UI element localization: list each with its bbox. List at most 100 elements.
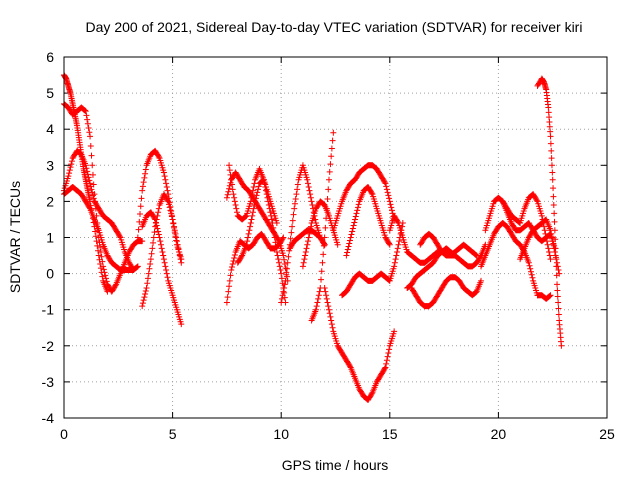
data-point	[163, 180, 170, 187]
data-point	[550, 193, 557, 200]
data-point	[383, 183, 390, 190]
data-point	[555, 305, 562, 312]
data-point	[550, 185, 557, 192]
data-point	[139, 238, 146, 245]
data-point	[533, 197, 540, 204]
data-point	[328, 153, 335, 160]
data-point	[147, 260, 154, 267]
data-point	[155, 205, 162, 212]
data-point	[142, 170, 149, 177]
data-point	[472, 251, 479, 258]
series-trace-15	[308, 129, 337, 324]
data-point	[166, 204, 173, 211]
series-trace-6	[139, 191, 185, 310]
data-point	[133, 264, 140, 271]
data-point	[249, 187, 256, 194]
data-point	[308, 198, 315, 205]
data-point	[305, 183, 312, 190]
y-tick-label: 3	[46, 157, 54, 173]
data-point	[83, 165, 90, 172]
data-point	[302, 248, 309, 255]
data-point	[541, 223, 548, 230]
data-point	[225, 188, 232, 195]
data-point	[293, 191, 300, 198]
data-point	[278, 270, 285, 277]
data-point	[303, 245, 310, 252]
data-point	[88, 152, 95, 159]
data-point	[90, 195, 97, 202]
data-point	[281, 285, 288, 292]
data-point	[326, 168, 333, 175]
data-point	[87, 133, 94, 140]
y-tick-label: -4	[42, 410, 55, 426]
data-point	[551, 227, 558, 234]
axis-ticks: 0 5 10 15 20 25 -4 -3 -2 -1 0 1 2 3 4 5 6	[42, 49, 615, 442]
data-point	[316, 288, 323, 295]
data-point	[279, 235, 286, 242]
data-point	[159, 248, 166, 255]
data-point	[325, 186, 332, 193]
data-point	[281, 281, 288, 288]
data-point	[472, 289, 479, 296]
data-point	[552, 254, 559, 261]
data-point	[290, 211, 297, 218]
data-point	[330, 129, 337, 136]
data-point	[89, 189, 96, 196]
data-point	[223, 194, 230, 201]
data-point	[96, 256, 103, 263]
x-axis-label: GPS time / hours	[282, 457, 389, 473]
data-point	[103, 278, 110, 285]
data-point	[272, 239, 279, 246]
data-point	[163, 270, 170, 277]
data-point	[252, 195, 259, 202]
data-point	[158, 245, 165, 252]
data-point	[164, 274, 171, 281]
data-point	[543, 234, 550, 241]
data-point	[250, 183, 257, 190]
data-point	[525, 259, 532, 266]
data-point	[383, 357, 390, 364]
data-point	[309, 202, 316, 209]
y-tick-label: -1	[42, 302, 55, 318]
data-point	[319, 259, 326, 266]
data-point	[104, 288, 111, 295]
x-tick-label: 15	[382, 426, 398, 442]
data-point	[307, 227, 314, 234]
data-point	[172, 233, 179, 240]
data-point	[231, 254, 238, 261]
data-point	[325, 303, 332, 310]
data-point	[279, 292, 286, 299]
data-point	[278, 299, 285, 306]
data-point	[97, 260, 104, 267]
data-point	[541, 227, 548, 234]
data-point	[87, 143, 94, 150]
data-point	[142, 291, 149, 298]
data-point	[224, 294, 231, 301]
data-point	[226, 283, 233, 290]
data-point	[386, 198, 393, 205]
x-tick-label: 10	[273, 426, 289, 442]
data-point	[150, 234, 157, 241]
data-point	[325, 176, 332, 183]
data-point	[273, 244, 280, 251]
data-point	[232, 202, 239, 209]
data-point	[82, 108, 89, 115]
data-point	[306, 230, 313, 237]
data-point	[386, 346, 393, 353]
data-point	[139, 187, 146, 194]
series-trace-28	[534, 75, 565, 349]
data-point	[478, 277, 485, 284]
data-point	[386, 195, 393, 202]
chart-title: Day 200 of 2021, Sidereal Day-to-day VTE…	[86, 19, 583, 35]
data-point	[553, 272, 560, 279]
data-point	[66, 170, 73, 177]
data-point	[546, 292, 553, 299]
data-point	[230, 191, 237, 198]
data-point	[134, 234, 141, 241]
data-point	[307, 191, 314, 198]
data-point	[528, 271, 535, 278]
series-trace-22	[408, 274, 485, 310]
data-point	[321, 234, 328, 241]
data-point	[322, 224, 329, 231]
data-point	[141, 174, 148, 181]
